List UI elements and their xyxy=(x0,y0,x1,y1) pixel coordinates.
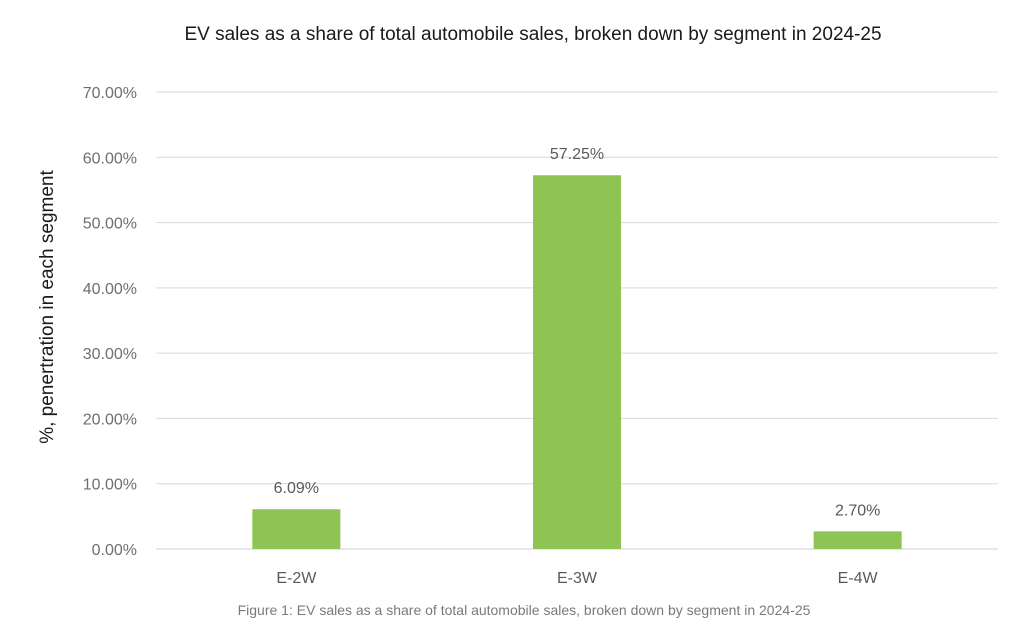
bar-e-2w xyxy=(252,509,341,549)
y-tick-label: 30.00% xyxy=(83,346,137,363)
bar-e-3w xyxy=(533,175,621,549)
y-tick-label: 10.00% xyxy=(83,477,137,494)
data-label: 2.70% xyxy=(835,502,880,519)
x-category-label: E-2W xyxy=(276,570,317,587)
figure-caption: Figure 1: EV sales as a share of total a… xyxy=(238,602,811,618)
data-label: 6.09% xyxy=(274,480,319,497)
y-tick-label: 70.00% xyxy=(83,85,137,102)
data-labels: 6.09% 57.25% 2.70% xyxy=(274,146,881,519)
y-tick-label: 50.00% xyxy=(83,216,137,233)
x-category-label: E-3W xyxy=(557,570,598,587)
y-tick-label: 20.00% xyxy=(83,411,137,428)
bar-e-4w xyxy=(813,531,902,549)
chart-title: EV sales as a share of total automobile … xyxy=(184,24,881,45)
y-axis-ticks: 0.00% 10.00% 20.00% 30.00% 40.00% 50.00% 60.00… xyxy=(83,85,137,559)
y-tick-label: 0.00% xyxy=(92,542,137,559)
y-axis-label: %, penertration in each segment xyxy=(37,170,58,444)
x-axis-categories: E-2W E-3W E-4W xyxy=(276,570,878,587)
x-category-label: E-4W xyxy=(838,570,879,587)
y-tick-label: 60.00% xyxy=(83,150,137,167)
y-tick-label: 40.00% xyxy=(83,281,137,298)
data-label: 57.25% xyxy=(550,146,604,163)
bars xyxy=(252,175,902,549)
